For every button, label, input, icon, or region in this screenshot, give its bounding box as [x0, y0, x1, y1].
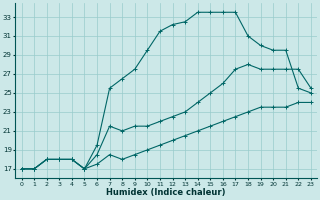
X-axis label: Humidex (Indice chaleur): Humidex (Indice chaleur): [107, 188, 226, 197]
